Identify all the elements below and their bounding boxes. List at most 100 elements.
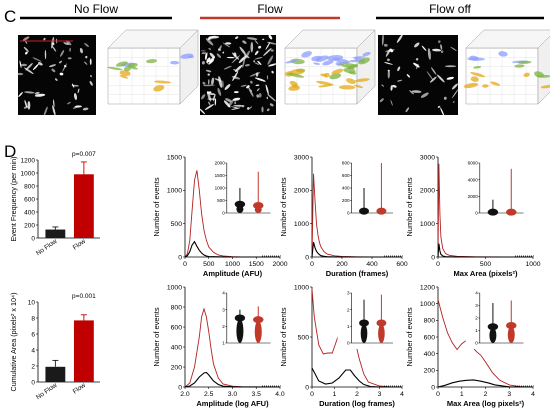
cell-blob bbox=[397, 66, 401, 72]
cell-blob bbox=[85, 55, 88, 59]
x-tick-label: 1000 bbox=[225, 261, 240, 268]
inset-y-tick-label: 3 bbox=[475, 303, 478, 308]
y-tick-label: 6 bbox=[31, 331, 35, 338]
y-tick-label: 400 bbox=[171, 344, 183, 351]
x-tick-label: 500 bbox=[203, 261, 215, 268]
cell-blob bbox=[204, 104, 215, 110]
series-black bbox=[437, 379, 534, 388]
x-tick-label: 0 bbox=[310, 261, 314, 268]
cell-blob bbox=[451, 83, 458, 90]
y-tick-label: 1000 bbox=[167, 284, 182, 291]
cell-blob bbox=[69, 47, 71, 52]
y-axis-label: Number of events bbox=[152, 307, 161, 366]
inset-y-tick-label: 0 bbox=[475, 341, 478, 346]
cell-blob bbox=[214, 98, 217, 106]
cell-blob bbox=[242, 40, 247, 44]
cell-blob bbox=[27, 101, 31, 110]
x-tick-label: 2.5 bbox=[204, 391, 214, 398]
cell-blob bbox=[406, 73, 411, 78]
x-category-label: No Flow bbox=[35, 382, 59, 402]
x-axis-label: Max Area (log pixels²) bbox=[447, 399, 525, 408]
signal-blob bbox=[315, 55, 329, 62]
signal-blob bbox=[316, 80, 334, 86]
cell-blob bbox=[235, 36, 239, 40]
signal-blob bbox=[332, 58, 351, 64]
signal-blob bbox=[335, 61, 342, 66]
panel-d-letter: D bbox=[4, 142, 16, 161]
x-tick-label: 500 bbox=[480, 261, 492, 268]
cell-blob bbox=[387, 58, 390, 62]
cell-blob bbox=[202, 81, 206, 85]
cell-blob bbox=[24, 100, 28, 108]
cell-blob bbox=[52, 105, 56, 116]
inset-y-tick-label: 1 bbox=[347, 324, 350, 329]
cell-blob bbox=[396, 34, 403, 43]
cell-blob bbox=[440, 50, 444, 53]
inset-y-tick-label: 600 bbox=[342, 173, 350, 178]
x-tick-label: 3 bbox=[378, 391, 382, 398]
signal-blob bbox=[498, 51, 508, 57]
cell-blob bbox=[52, 46, 57, 52]
series-black bbox=[184, 240, 280, 258]
signal-blob bbox=[289, 80, 298, 87]
cell-blob bbox=[230, 106, 240, 109]
signal-blob bbox=[128, 66, 138, 70]
cell-blob bbox=[77, 88, 80, 94]
y-tick-label: 0 bbox=[178, 384, 182, 391]
x-tick-label: 2 bbox=[355, 391, 359, 398]
inset-violin-black bbox=[234, 314, 246, 322]
y-tick-label: 0 bbox=[305, 254, 309, 261]
cell-blob bbox=[200, 50, 206, 52]
inset-max_area: 0 2000 4000 6000 bbox=[465, 159, 528, 219]
series-black bbox=[184, 371, 281, 388]
inset-y-tick-label: 1 bbox=[222, 341, 225, 346]
inset-violin-body-black bbox=[360, 324, 368, 343]
cell-blob bbox=[444, 65, 457, 68]
cell-blob bbox=[262, 38, 265, 41]
micrograph-flow bbox=[199, 34, 277, 115]
signal-blob bbox=[322, 60, 334, 66]
cell-blob bbox=[379, 98, 384, 103]
signal-blob bbox=[170, 60, 180, 65]
p-value: p=0.001 bbox=[72, 293, 96, 300]
signal-blob bbox=[313, 62, 321, 65]
y-tick-label: 200 bbox=[24, 222, 35, 229]
cell-blob bbox=[32, 63, 39, 71]
inset-violin-black bbox=[359, 319, 369, 327]
cell-blob bbox=[62, 63, 67, 72]
cell-blob bbox=[67, 57, 72, 60]
cell-blob bbox=[263, 48, 272, 56]
cell-blob bbox=[409, 90, 414, 95]
y-axis-label: Cumulative Area (pixels² x 10⁴) bbox=[9, 293, 18, 392]
cell-blob bbox=[207, 62, 210, 65]
cell-blob bbox=[67, 101, 71, 105]
signal-blob bbox=[107, 66, 123, 71]
cell-blob bbox=[258, 45, 262, 49]
cell-blob bbox=[258, 93, 262, 98]
cell-blob bbox=[231, 55, 241, 64]
chart-amplitude_log: 0 200 400 600 800 1000 2.0 2.5 3.0 3.5 4.0 Amplitud… bbox=[152, 284, 285, 408]
bar-no-flow bbox=[45, 229, 66, 238]
signal-blob bbox=[346, 78, 356, 84]
inset-violin-body-black bbox=[360, 210, 368, 215]
signal-blob bbox=[153, 85, 165, 92]
y-tick-label: 600 bbox=[171, 324, 183, 331]
inset-amplitude_log: 1 2 3 4 bbox=[212, 289, 275, 349]
condition-label-flow: Flow bbox=[257, 2, 283, 16]
cell-blob bbox=[254, 50, 259, 56]
y-tick-label: 0 bbox=[31, 235, 35, 242]
inset-violin-body-red bbox=[254, 320, 262, 344]
signal-blob bbox=[470, 72, 486, 78]
y-tick-label: 0 bbox=[431, 254, 435, 261]
cell-blob bbox=[240, 84, 247, 87]
chart-max_area_log: 0 200 400 600 800 1000 1200 0 1 2 3 4 Max Area (log … bbox=[405, 284, 535, 408]
inset-y-tick-label: 0 bbox=[347, 211, 350, 216]
x-tick-label: 1500 bbox=[249, 261, 264, 268]
cell-blob bbox=[206, 52, 208, 56]
y-tick-label: 2 bbox=[31, 363, 35, 370]
cell-blob bbox=[440, 107, 445, 117]
inset-y-tick-label: 4000 bbox=[468, 177, 479, 182]
chart-duration_log: 0 500 1000 0 1 2 3 4 Duration (log frames) Number… bbox=[279, 284, 404, 408]
inset-y-tick-label: 0 bbox=[222, 211, 225, 216]
condition-label-flow-off: Flow off bbox=[429, 2, 471, 16]
